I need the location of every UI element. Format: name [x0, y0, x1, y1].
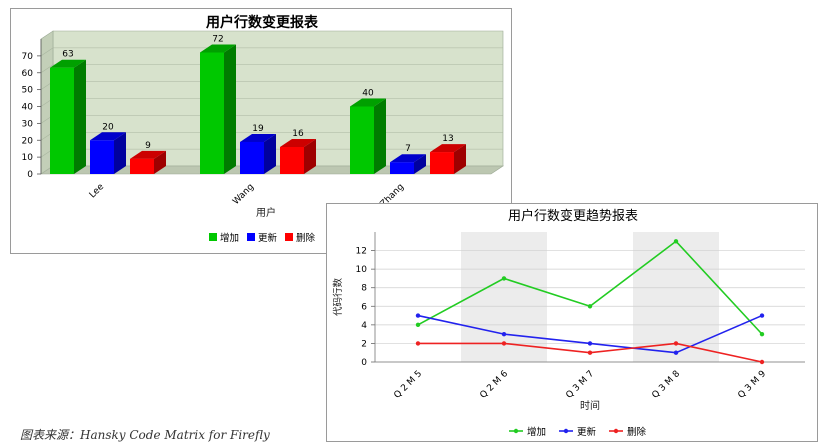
x-tick-label: Q 2 M 5	[392, 369, 424, 401]
bar-top	[390, 154, 426, 163]
legend-marker	[563, 428, 569, 434]
data-point	[501, 341, 507, 346]
y-tick-label: 30	[22, 119, 34, 129]
bar-value-label: 72	[212, 35, 223, 45]
y-tick-label: 0	[27, 170, 33, 180]
x-tick-label: Q 3 M 7	[564, 369, 596, 401]
bar-top	[430, 144, 466, 153]
bar-value-label: 63	[62, 50, 73, 60]
data-point	[501, 276, 507, 281]
y-tick-label: 40	[22, 103, 34, 113]
data-point	[501, 331, 507, 337]
bar-value-label: 20	[102, 122, 114, 132]
bar-side	[374, 98, 386, 174]
legend-swatch	[247, 233, 255, 241]
legend-marker	[513, 428, 519, 434]
chart-source-caption: 图表来源：Hansky Code Matrix for Firefly	[20, 428, 270, 442]
bar-value-label: 19	[252, 124, 264, 134]
y-tick-label: 10	[356, 265, 368, 275]
data-point	[587, 304, 593, 309]
bar-top	[200, 44, 236, 53]
data-point	[587, 341, 593, 346]
bar	[430, 152, 454, 174]
bar-side	[74, 59, 86, 174]
y-tick-label: 0	[361, 358, 367, 368]
y-tick-label: 2	[361, 339, 367, 349]
data-point	[415, 322, 421, 328]
x-tick-label: Q 3 M 9	[736, 369, 768, 401]
bar-value-label: 13	[442, 134, 453, 144]
data-point	[587, 350, 593, 355]
y-tick-label: 12	[356, 247, 367, 257]
bar-chart: 用户行数变更报表 0 10 20 30 40 50 60 70 63 20 9 Lee 72 19 16 Wan…	[22, 14, 504, 244]
legend-label: 删除	[627, 426, 647, 438]
gridline-side	[40, 47, 54, 57]
column-band	[461, 232, 547, 362]
bar-top	[280, 139, 316, 147]
data-point	[673, 341, 679, 346]
bar-value-label: 40	[362, 89, 374, 99]
y-tick-label: 8	[361, 284, 367, 294]
bar	[350, 106, 374, 174]
bar-side	[114, 132, 126, 174]
bar-top	[130, 150, 166, 159]
legend-label: 更新	[577, 426, 597, 438]
bar-side	[224, 44, 236, 174]
data-point	[415, 313, 421, 318]
legend-label: 更新	[258, 232, 278, 244]
y-tick-label: 6	[361, 302, 367, 312]
data-point	[415, 341, 421, 346]
bar-top	[240, 133, 276, 142]
y-tick-label: 20	[22, 136, 34, 146]
bar	[130, 158, 154, 174]
bar	[390, 162, 414, 174]
legend-marker	[613, 428, 619, 434]
x-tick-label: Lee	[88, 182, 107, 201]
bar-value-label: 9	[145, 141, 151, 151]
x-tick-label: Wang	[231, 182, 256, 207]
x-axis-label: 用户	[256, 206, 276, 219]
bar-top	[350, 98, 386, 107]
x-tick-label: Q 3 M 8	[650, 369, 682, 401]
y-tick-label: 50	[22, 86, 34, 96]
y-axis-label: 代码行数	[332, 278, 344, 317]
bar	[200, 52, 224, 174]
legend-label: 删除	[296, 232, 316, 244]
data-point	[759, 359, 765, 365]
bar-value-label: 16	[292, 129, 304, 139]
bar	[280, 147, 304, 174]
y-tick-label: 70	[22, 52, 34, 62]
data-point	[673, 239, 679, 244]
x-axis-label: 时间	[580, 399, 600, 412]
y-tick-label: 4	[361, 321, 367, 331]
chart-title: 用户行数变更报表	[206, 14, 319, 31]
bar-side	[414, 154, 426, 174]
bar	[50, 67, 74, 174]
y-tick-label: 60	[22, 69, 34, 79]
y-tick-label: 10	[22, 153, 34, 163]
bar-side	[264, 133, 276, 174]
bar-chart-panel: 用户行数变更报表 0 10 20 30 40 50 60 70 63 20 9 Lee 72 19 16 Wan…	[10, 8, 512, 254]
legend-label: 增加	[527, 426, 546, 438]
chart-title: 用户行数变更趋势报表	[508, 208, 638, 224]
legend-swatch	[209, 233, 217, 241]
bar-side	[304, 139, 316, 174]
bar-side	[454, 144, 466, 174]
data-point	[673, 350, 679, 355]
legend-swatch	[285, 233, 293, 241]
bar-top	[50, 59, 86, 68]
bar-top	[90, 132, 126, 141]
data-point	[759, 331, 765, 337]
legend-label: 增加	[220, 232, 239, 244]
bar	[90, 140, 114, 174]
line-chart-panel: 用户行数变更趋势报表 0 2 4 6 8 10 12 Q 2 M 5 Q 2 M 6 Q 3 M 7…	[326, 203, 818, 442]
bar	[240, 141, 264, 174]
bar-side	[154, 150, 166, 174]
bar-value-label: 7	[405, 144, 411, 154]
line-chart: 用户行数变更趋势报表 0 2 4 6 8 10 12 Q 2 M 5 Q 2 M 6 Q 3 M 7…	[332, 208, 805, 438]
data-point	[759, 313, 765, 318]
x-tick-label: Q 2 M 6	[478, 369, 510, 401]
gridline-side	[40, 64, 54, 73]
